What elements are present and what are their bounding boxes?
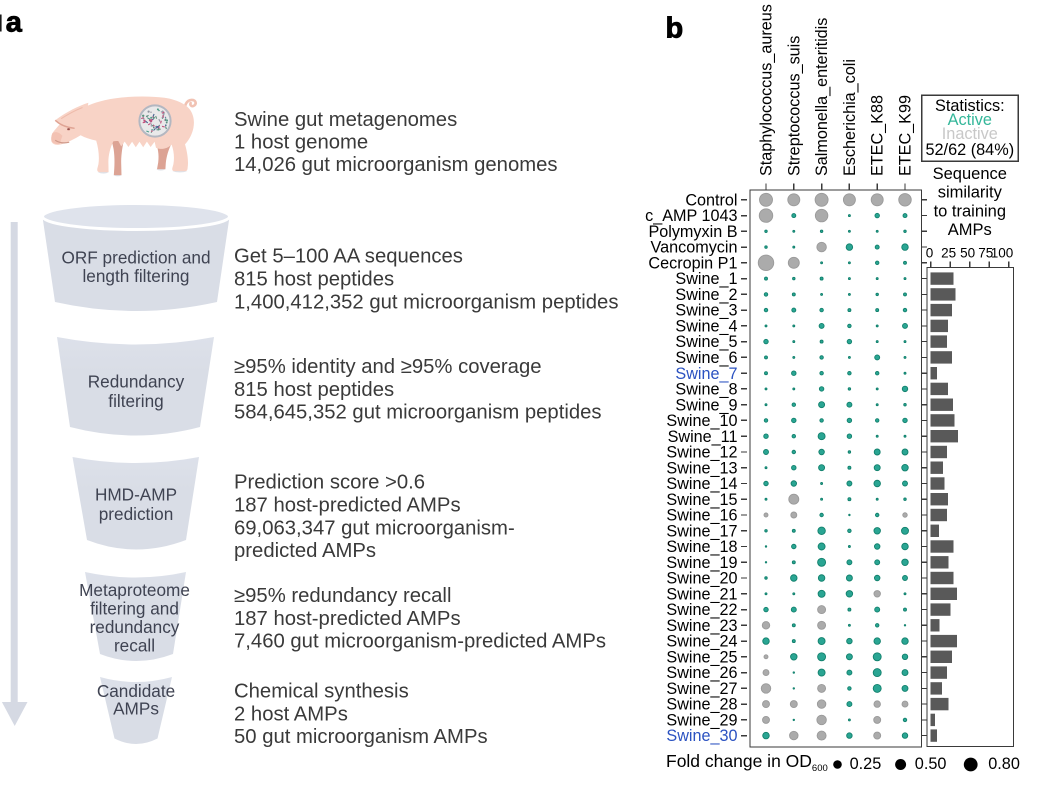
svg-text:Prediction score >0.6: Prediction score >0.6 <box>234 471 425 493</box>
svg-text:Swine_3: Swine_3 <box>675 302 737 320</box>
svg-text:Swine_12: Swine_12 <box>666 444 737 462</box>
svg-text:100: 100 <box>991 245 1014 260</box>
svg-text:187 host-predicted AMPs: 187 host-predicted AMPs <box>234 494 461 516</box>
svg-text:Staphylococcus_aureus: Staphylococcus_aureus <box>758 4 776 176</box>
svg-text:Inactive: Inactive <box>942 125 998 143</box>
svg-text:ORF prediction and: ORF prediction and <box>61 248 210 268</box>
svg-text:Get 5–100 AA sequences: Get 5–100 AA sequences <box>234 246 463 268</box>
svg-text:Swine_19: Swine_19 <box>666 554 737 572</box>
svg-text:Swine_22: Swine_22 <box>666 601 737 619</box>
svg-text:Control: Control <box>685 191 737 209</box>
svg-text:Swine_4: Swine_4 <box>675 318 737 336</box>
svg-text:≥95% redundancy recall: ≥95% redundancy recall <box>234 585 451 607</box>
svg-text:14,026 gut microorganism genom: 14,026 gut microorganism genomes <box>234 154 558 176</box>
svg-text:Vancomycin: Vancomycin <box>651 239 738 257</box>
svg-text:a: a <box>6 6 23 38</box>
svg-text:Escherichia_coli: Escherichia_coli <box>841 59 859 176</box>
svg-text:Chemical synthesis: Chemical synthesis <box>234 681 409 703</box>
svg-text:recall: recall <box>114 636 155 656</box>
svg-text:Metaproteome: Metaproteome <box>79 580 190 600</box>
svg-text:similarity: similarity <box>938 184 1003 202</box>
svg-text:Swine_27: Swine_27 <box>666 680 737 698</box>
svg-text:Streptococcus_suis: Streptococcus_suis <box>785 36 803 176</box>
svg-text:50: 50 <box>960 245 975 260</box>
svg-text:Swine_21: Swine_21 <box>666 585 737 603</box>
svg-text:HMD-AMP: HMD-AMP <box>95 485 177 505</box>
svg-text:Swine_23: Swine_23 <box>666 617 737 635</box>
svg-text:52/62 (84%): 52/62 (84%) <box>925 141 1014 159</box>
svg-text:Swine_11: Swine_11 <box>668 428 738 446</box>
svg-text:predicted AMPs: predicted AMPs <box>234 540 376 562</box>
svg-text:ETEC_K88: ETEC_K88 <box>869 95 887 176</box>
svg-text:AMPs: AMPs <box>113 699 159 719</box>
svg-text:Swine_7: Swine_7 <box>675 365 737 383</box>
svg-text:Swine_17: Swine_17 <box>666 522 737 540</box>
svg-text:2 host AMPs: 2 host AMPs <box>234 704 348 726</box>
svg-text:Fold change in OD600: Fold change in OD600 <box>666 751 828 774</box>
svg-text:Swine_18: Swine_18 <box>666 538 737 556</box>
svg-text:Statistics:: Statistics: <box>935 97 1005 115</box>
svg-text:Swine_9: Swine_9 <box>675 396 737 414</box>
svg-text:Swine_14: Swine_14 <box>666 475 737 493</box>
svg-text:0.50: 0.50 <box>915 755 947 773</box>
svg-text:Candidate: Candidate <box>97 681 175 701</box>
svg-text:Swine_5: Swine_5 <box>675 333 737 351</box>
svg-text:75: 75 <box>978 245 993 260</box>
svg-text:AMPs: AMPs <box>948 221 992 239</box>
svg-text:filtering and: filtering and <box>90 598 179 618</box>
svg-text:Active: Active <box>948 111 992 129</box>
svg-text:Swine_30: Swine_30 <box>666 727 737 745</box>
svg-text:Swine_10: Swine_10 <box>666 412 737 430</box>
svg-text:Swine_28: Swine_28 <box>666 696 737 714</box>
svg-text:Swine_29: Swine_29 <box>666 712 737 730</box>
svg-text:Swine_20: Swine_20 <box>666 570 737 588</box>
svg-text:Swine_8: Swine_8 <box>675 381 737 399</box>
svg-text:Sequence: Sequence <box>933 165 1007 183</box>
svg-text:Salmonella_enteritidis: Salmonella_enteritidis <box>813 18 831 176</box>
svg-text:redundancy: redundancy <box>90 617 180 637</box>
svg-text:1,400,412,352 gut microorganis: 1,400,412,352 gut microorganism peptides <box>234 292 618 314</box>
svg-text:Swine_16: Swine_16 <box>666 507 737 525</box>
svg-text:≥95% identity and ≥95% coverag: ≥95% identity and ≥95% coverage <box>234 356 542 378</box>
svg-text:Swine gut metagenomes: Swine gut metagenomes <box>234 109 457 131</box>
svg-text:length filtering: length filtering <box>82 266 189 286</box>
svg-text:Swine_6: Swine_6 <box>675 349 737 367</box>
svg-text:Swine_13: Swine_13 <box>666 459 737 477</box>
svg-text:ETEC_K99: ETEC_K99 <box>897 95 915 176</box>
svg-text:1 host genome: 1 host genome <box>234 132 368 154</box>
svg-text:filtering: filtering <box>108 391 163 411</box>
svg-text:0: 0 <box>926 245 934 260</box>
svg-text:Swine_2: Swine_2 <box>675 286 737 304</box>
svg-text:69,063,347 gut microorganism-: 69,063,347 gut microorganism- <box>234 517 515 539</box>
svg-text:25: 25 <box>941 245 956 260</box>
svg-text:Swine_1: Swine_1 <box>675 270 737 288</box>
svg-text:815 host peptides: 815 host peptides <box>234 269 394 291</box>
svg-text:50 gut microorganism AMPs: 50 gut microorganism AMPs <box>234 726 488 748</box>
svg-text:b: b <box>666 13 684 45</box>
svg-text:0.25: 0.25 <box>850 755 882 773</box>
svg-text:Cecropin P1: Cecropin P1 <box>648 254 737 272</box>
svg-text:584,645,352 gut microorganism: 584,645,352 gut microorganism peptides <box>234 402 602 424</box>
svg-text:815 host peptides: 815 host peptides <box>234 379 394 401</box>
svg-text:to training: to training <box>934 202 1006 220</box>
svg-text:Redundancy: Redundancy <box>88 372 185 392</box>
svg-text:Swine_24: Swine_24 <box>666 633 737 651</box>
svg-text:Swine_26: Swine_26 <box>666 664 737 682</box>
svg-text:prediction: prediction <box>99 504 174 524</box>
svg-text:c_AMP 1043: c_AMP 1043 <box>645 207 737 225</box>
svg-text:0.80: 0.80 <box>988 755 1020 773</box>
svg-text:Polymyxin B: Polymyxin B <box>648 223 737 241</box>
svg-text:187 host-predicted AMPs: 187 host-predicted AMPs <box>234 608 461 630</box>
svg-text:Swine_25: Swine_25 <box>666 648 737 666</box>
svg-text:Swine_15: Swine_15 <box>666 491 737 509</box>
svg-text:7,460 gut microorganism-predic: 7,460 gut microorganism-predicted AMPs <box>234 631 606 653</box>
